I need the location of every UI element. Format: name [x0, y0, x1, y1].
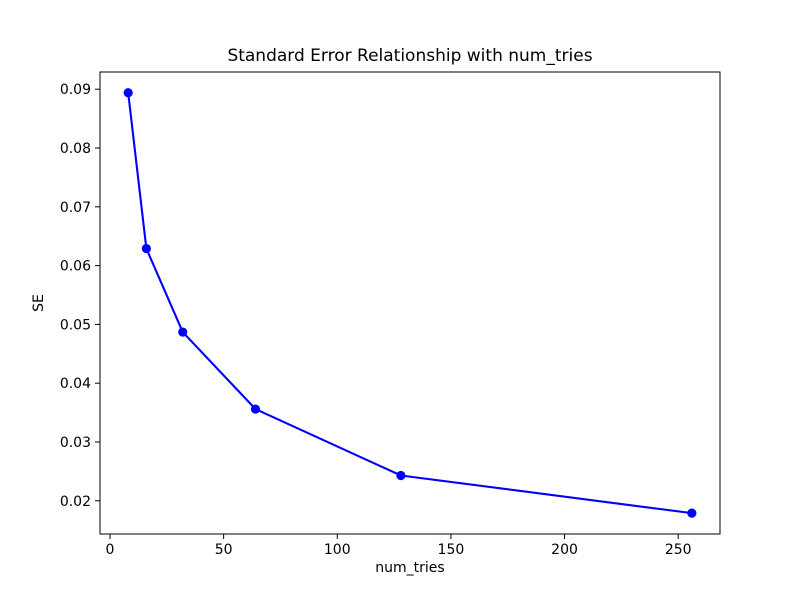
chart-line [127, 91, 693, 515]
y-tick-label: 0.09 [60, 82, 91, 98]
data-point [250, 404, 261, 414]
y-tick-label: 0.08 [60, 141, 91, 157]
chart-title: Standard Error Relationship with num_tri… [227, 46, 593, 66]
data-point [123, 88, 133, 98]
y-tick-label: 0.03 [60, 435, 91, 451]
x-tick-label: 50 [215, 542, 233, 558]
x-tick-label: 200 [551, 542, 578, 558]
y-tick-label: 0.07 [60, 200, 91, 216]
data-point [687, 508, 697, 518]
x-tick-label: 250 [665, 542, 692, 558]
data-point [178, 327, 188, 337]
y-tick-label: 0.04 [60, 376, 91, 392]
data-point [141, 243, 151, 254]
y-tick-label: 0.05 [60, 317, 91, 333]
plot-frame [99, 71, 721, 535]
data-point [396, 470, 406, 481]
x-tick-label: 100 [324, 542, 351, 558]
x-tick-label: 0 [106, 542, 115, 558]
x-tick-label: 150 [438, 542, 465, 558]
y-tick-label: 0.02 [60, 494, 91, 510]
y-tick-label: 0.06 [60, 259, 91, 275]
x-axis-label: num_tries [375, 560, 445, 576]
